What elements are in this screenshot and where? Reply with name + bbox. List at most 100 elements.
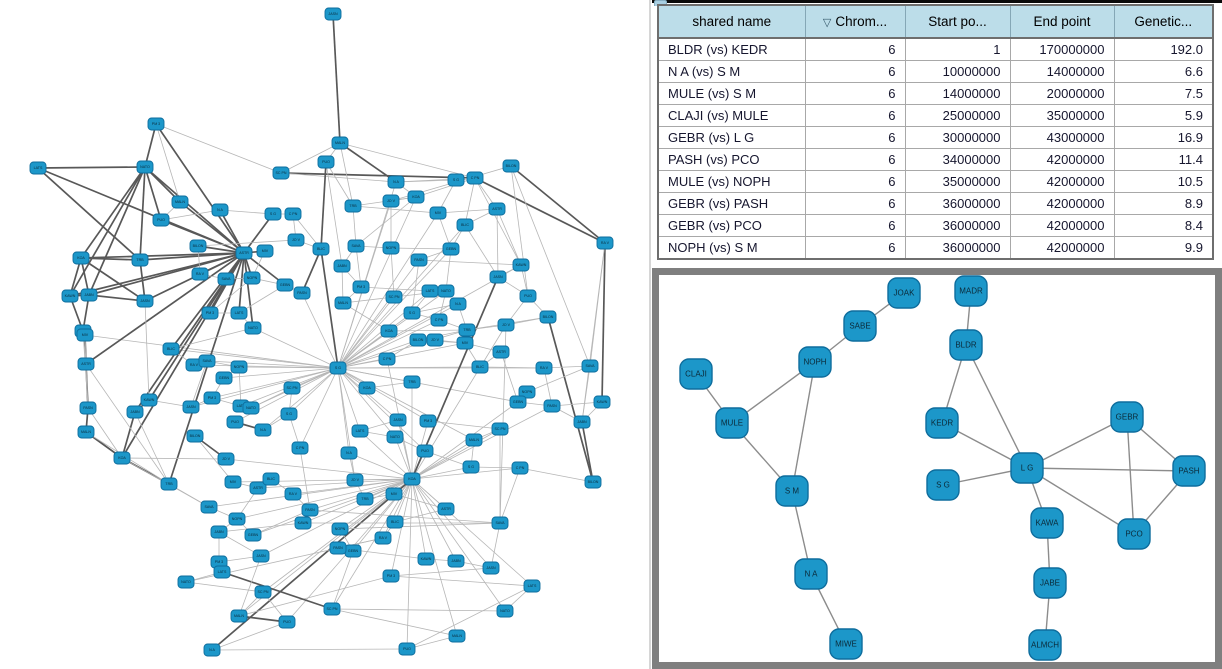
- net-node[interactable]: BILON: [502, 159, 520, 173]
- net-edge[interactable]: [309, 509, 501, 524]
- cell-value[interactable]: 14000000: [1009, 60, 1115, 83]
- net-node[interactable]: PM 3: [147, 117, 165, 131]
- node-kedr[interactable]: KEDR: [925, 407, 959, 439]
- net-node[interactable]: ASTR: [77, 357, 95, 371]
- net-node[interactable]: JO V: [346, 473, 364, 487]
- cell-shared-name[interactable]: BLDR (vs) KEDR: [657, 37, 806, 61]
- cell-value[interactable]: 9.9: [1113, 236, 1214, 260]
- net-node[interactable]: NATO: [386, 430, 404, 444]
- net-node[interactable]: S G: [462, 460, 480, 474]
- net-edge[interactable]: [411, 478, 458, 637]
- cell-value[interactable]: 36000000: [904, 192, 1011, 215]
- net-edge[interactable]: [337, 367, 361, 432]
- net-edge[interactable]: [144, 166, 162, 221]
- net-node[interactable]: C PN: [284, 207, 302, 221]
- net-node[interactable]: RA V: [284, 487, 302, 501]
- cell-value[interactable]: 170000000: [1009, 37, 1115, 61]
- net-edge[interactable]: [390, 567, 492, 577]
- net-edge[interactable]: [144, 166, 245, 254]
- net-edge[interactable]: [185, 581, 264, 593]
- cell-value[interactable]: 25000000: [904, 104, 1011, 127]
- net-node[interactable]: SC PN: [272, 166, 290, 180]
- net-node[interactable]: SAVA: [581, 359, 599, 373]
- net-node[interactable]: JO V: [382, 194, 400, 208]
- cell-value[interactable]: 6: [804, 60, 906, 83]
- net-node[interactable]: MIV: [385, 487, 403, 501]
- net-node[interactable]: MIV: [224, 475, 242, 489]
- net-edge[interactable]: [394, 478, 413, 523]
- net-node[interactable]: JASN: [389, 413, 407, 427]
- node-n-a[interactable]: N A: [794, 558, 828, 590]
- net-edge[interactable]: [243, 252, 254, 329]
- net-edge[interactable]: [496, 208, 522, 266]
- node-noph[interactable]: NOPH: [798, 346, 832, 378]
- net-node[interactable]: JO V: [426, 333, 444, 347]
- column-header-startpo[interactable]: Start po...: [904, 4, 1011, 39]
- net-node[interactable]: PASN: [79, 401, 97, 415]
- net-edge[interactable]: [411, 478, 533, 587]
- net-edge[interactable]: [388, 329, 468, 332]
- net-node[interactable]: BILON: [584, 475, 602, 489]
- table-row[interactable]: GEBR (vs) L G 6 30000000 43000000 16.9: [657, 126, 1214, 149]
- net-edge[interactable]: [337, 259, 420, 369]
- net-edge[interactable]: [510, 165, 529, 297]
- node-bldr[interactable]: BLDR: [949, 329, 983, 361]
- net-edge[interactable]: [80, 252, 245, 259]
- net-node[interactable]: N A: [387, 175, 405, 189]
- net-edge[interactable]: [243, 213, 274, 254]
- table-row[interactable]: N A (vs) S M 6 10000000 14000000 6.6: [657, 60, 1214, 83]
- net-node[interactable]: NOPN: [382, 241, 400, 255]
- node-joak[interactable]: JOAK: [887, 277, 921, 309]
- net-edge[interactable]: [170, 327, 254, 350]
- net-edge[interactable]: [411, 439, 475, 480]
- net-edge[interactable]: [320, 248, 339, 369]
- net-node[interactable]: PASN: [301, 503, 319, 517]
- net-node[interactable]: C PN: [378, 352, 396, 366]
- node-almch[interactable]: ALMCH: [1028, 629, 1062, 661]
- net-node[interactable]: PUO: [152, 213, 170, 227]
- net-node[interactable]: SAVA: [198, 354, 216, 368]
- cell-value[interactable]: 20000000: [1009, 82, 1115, 105]
- net-edge[interactable]: [331, 608, 458, 637]
- cell-value[interactable]: 6: [804, 104, 906, 127]
- net-edge[interactable]: [337, 330, 390, 369]
- net-node[interactable]: KAWN: [417, 552, 435, 566]
- net-edge[interactable]: [238, 575, 392, 617]
- cell-shared-name[interactable]: NOPH (vs) S M: [657, 236, 806, 260]
- net-edge[interactable]: [37, 167, 245, 254]
- net-edge[interactable]: [406, 585, 533, 650]
- net-edge[interactable]: [354, 478, 413, 481]
- net-edge[interactable]: [85, 363, 170, 485]
- net-edge[interactable]: [139, 252, 245, 261]
- table-row[interactable]: BLDR (vs) KEDR 6 1 170000000 192.0: [657, 37, 1214, 61]
- net-node[interactable]: GEBN: [442, 242, 460, 256]
- net-edge[interactable]: [395, 179, 457, 183]
- net-node[interactable]: LATS: [213, 565, 231, 579]
- cell-shared-name[interactable]: MULE (vs) NOPH: [657, 170, 806, 193]
- net-edge[interactable]: [139, 166, 146, 261]
- net-edge[interactable]: [411, 428, 501, 480]
- net-edge[interactable]: [194, 435, 234, 483]
- net-node[interactable]: BLIC: [262, 472, 280, 486]
- net-edge[interactable]: [490, 522, 501, 569]
- cell-value[interactable]: 6: [804, 170, 906, 193]
- net-node[interactable]: N A: [254, 423, 272, 437]
- net-node[interactable]: NOPN: [230, 360, 248, 374]
- net-edge[interactable]: [337, 196, 417, 369]
- cell-value[interactable]: 14000000: [904, 82, 1011, 105]
- net-node[interactable]: LATS: [29, 161, 47, 175]
- cell-shared-name[interactable]: MULE (vs) S M: [657, 82, 806, 105]
- cell-value[interactable]: 43000000: [1009, 126, 1115, 149]
- net-node[interactable]: JASN: [252, 549, 270, 563]
- net-node[interactable]: SC PN: [491, 422, 509, 436]
- net-edge[interactable]: [238, 555, 262, 617]
- net-edge[interactable]: [411, 466, 472, 480]
- net-edge[interactable]: [337, 329, 468, 369]
- net-node[interactable]: NATO: [177, 575, 195, 589]
- net-node[interactable]: N A: [211, 203, 229, 217]
- net-edge[interactable]: [382, 478, 413, 539]
- filter-funnel-icon[interactable]: ▽: [822, 17, 832, 29]
- node-kawa[interactable]: KAWA: [1030, 507, 1064, 539]
- net-edge[interactable]: [211, 648, 408, 651]
- net-node[interactable]: JABN: [80, 288, 98, 302]
